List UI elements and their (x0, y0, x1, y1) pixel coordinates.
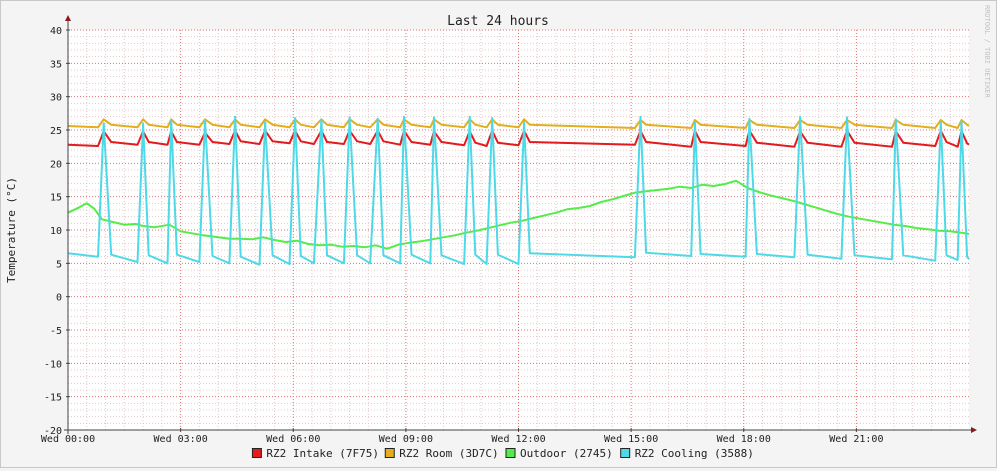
legend-swatch-1 (251, 448, 262, 458)
x-tick-label: Wed 06:00 (266, 434, 320, 445)
legend-label-4: RZ2 Cooling (3588) (635, 447, 754, 460)
y-axis-arrow (65, 15, 71, 21)
x-axis-arrow (971, 427, 977, 433)
y-tick-label: -10 (44, 359, 62, 370)
legend-swatch-3 (505, 448, 516, 458)
y-tick-label: -5 (50, 326, 62, 337)
legend-label-2: RZ2 Room (3D7C) (399, 447, 498, 460)
y-tick-label: 10 (50, 226, 62, 237)
y-axis-label: Temperature (°C) (5, 177, 18, 283)
x-tick-label: Wed 00:00 (41, 434, 95, 445)
y-tick-label: 35 (50, 59, 62, 70)
series-line-4 (67, 115, 970, 266)
legend: RZ2 Intake (7F75) RZ2 Room (3D7C) Outdoor … (251, 447, 754, 460)
y-tick-labels: 40 35 30 25 20 15 10 5 0 -5 -10 -15 -20 (44, 26, 62, 437)
x-tick-label: Wed 12:00 (491, 434, 545, 445)
series-lines (67, 115, 970, 266)
x-tick-label: Wed 21:00 (829, 434, 883, 445)
x-tick-label: Wed 18:00 (717, 434, 771, 445)
grid (67, 29, 969, 431)
x-tick-label: Wed 09:00 (379, 434, 433, 445)
y-tick-label: 0 (56, 293, 62, 304)
y-tick-label: -15 (44, 393, 62, 404)
legend-swatch-2 (384, 448, 395, 458)
legend-swatch-4 (620, 448, 631, 458)
x-tick-labels: Wed 00:00 Wed 03:00 Wed 06:00 Wed 09:00 Wed … (41, 434, 884, 445)
legend-label-1: RZ2 Intake (7F75) (266, 447, 379, 460)
x-tick-label: Wed 15:00 (604, 434, 658, 445)
y-tick-label: 20 (50, 159, 62, 170)
watermark: RRDTOOL / TOBI OETIKER (983, 5, 991, 99)
y-tick-label: 30 (50, 93, 62, 104)
y-tick-label: 25 (50, 126, 62, 137)
axes (64, 15, 977, 434)
chart-title: Last 24 hours (447, 14, 549, 29)
legend-label-3: Outdoor (2745) (520, 447, 613, 460)
y-tick-label: 5 (56, 259, 62, 270)
x-tick-label: Wed 03:00 (154, 434, 208, 445)
y-tick-label: 15 (50, 193, 62, 204)
y-tick-label: 40 (50, 26, 62, 37)
y-tick-label: -20 (44, 426, 62, 437)
